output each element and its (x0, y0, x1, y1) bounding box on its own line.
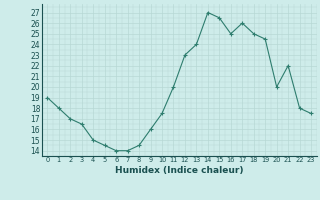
X-axis label: Humidex (Indice chaleur): Humidex (Indice chaleur) (115, 166, 244, 175)
